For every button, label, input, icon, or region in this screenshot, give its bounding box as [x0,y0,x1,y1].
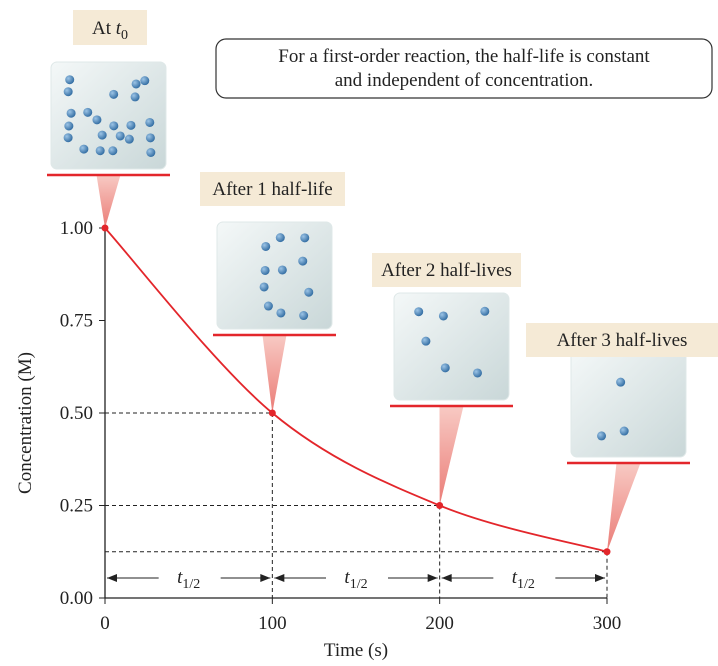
label-text: At [92,18,112,39]
symbol: t [116,18,122,39]
molecule [619,426,629,436]
pointer [607,463,641,552]
subscript: 1/2 [517,577,535,592]
molecule [260,265,270,275]
subscript: 0 [121,28,128,43]
molecule [130,92,140,102]
subscript: 1/2 [182,577,200,592]
y-tick-label: 0.25 [60,496,93,517]
note-line: and independent of concentration. [335,70,594,91]
molecule [66,108,76,118]
molecule [263,301,273,311]
data-point [268,409,276,417]
molecule [261,241,271,251]
molecule [300,233,310,243]
molecule [472,368,482,378]
molecule [131,79,141,89]
molecule [79,144,89,154]
label-bg [200,172,345,206]
molecule [92,115,102,125]
molecule [140,76,150,86]
molecule [146,147,156,157]
data-point [101,224,109,232]
x-tick-label: 200 [425,613,454,634]
molecule [65,75,75,85]
molecule [421,336,431,346]
pointer [96,175,121,228]
molecule [298,256,308,266]
symbol-label: t1/2 [177,567,200,592]
label-bg [526,323,718,357]
molecule [83,107,93,117]
x-tick-label: 0 [100,613,110,634]
snapshot-box [393,292,510,401]
snapshot-box [570,349,687,458]
x-tick-label: 300 [593,613,622,634]
x-axis-label: Time (s) [324,640,388,661]
x-tick-label: 100 [258,613,287,634]
molecule [299,311,309,321]
y-tick-label: 1.00 [60,218,93,239]
y-tick-label: 0.50 [60,403,93,424]
molecule [277,265,287,275]
molecule [108,146,118,156]
molecule [304,287,314,297]
molecule [438,311,448,321]
snapshot-box [50,61,167,170]
snapshot-label: After 3 half-lives [557,330,688,351]
symbol-label: At t0 [92,18,128,43]
molecule [126,120,136,130]
data-point [436,502,444,509]
molecule [124,134,134,144]
molecule [259,282,269,292]
molecule [63,133,73,143]
molecule [276,308,286,318]
molecule [145,117,155,127]
pointer [262,335,287,413]
y-tick-label: 0.75 [60,311,93,332]
molecule [95,146,105,156]
snapshot-box [216,221,333,330]
molecule [109,89,119,99]
snapshot-label: After 2 half-lives [381,260,512,281]
molecule [275,233,285,243]
symbol-label: t1/2 [344,567,367,592]
data-point [603,548,611,556]
symbol-label: t1/2 [512,567,535,592]
y-axis-label: Concentration (M) [15,352,36,494]
molecule [64,121,74,131]
label-bg [372,253,521,287]
molecule [616,377,626,387]
molecule [440,363,450,373]
decay-curve [104,227,608,553]
snapshot-label: After 1 half-life [212,179,332,200]
molecule [63,87,73,97]
pointer [439,406,464,506]
molecule [109,121,119,131]
label-bg [73,10,147,45]
molecule [597,431,607,441]
y-tick-label: 0.00 [60,588,93,609]
symbol: t [177,567,183,588]
note-line: For a first-order reaction, the half-lif… [278,46,650,67]
molecule [115,131,125,141]
symbol: t [344,567,350,588]
molecule [414,307,424,317]
subscript: 1/2 [350,577,368,592]
molecule [145,133,155,143]
note-box [215,38,713,99]
symbol: t [512,567,518,588]
molecule [97,130,107,140]
molecule [480,306,490,316]
